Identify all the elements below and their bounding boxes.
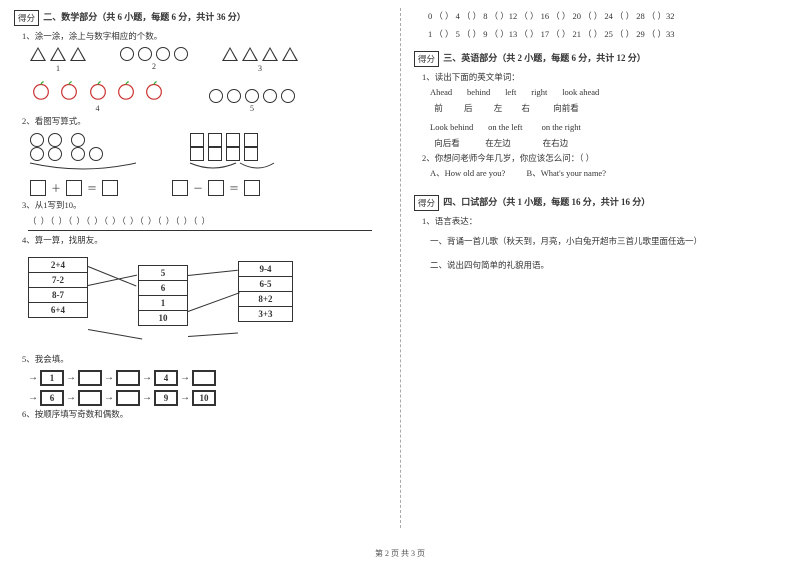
e2: 2、你想问老师今年几岁，你应该怎么问：（ ） xyxy=(422,152,786,165)
section-4-header: 得分 四、口试部分（共 1 小题，每题 16 分，共计 16 分） xyxy=(414,195,786,211)
e1-row3: Look behind on the left on the right xyxy=(430,121,786,135)
q3-text: 3、从1写到10。 xyxy=(22,199,386,212)
q4-text: 4、算一算，找朋友。 xyxy=(22,234,386,247)
match-c-2: 8+2 xyxy=(239,292,292,307)
q1-row2: 4 5 xyxy=(28,79,386,113)
match-b-3: 10 xyxy=(139,311,187,325)
q1-text: 1、涂一涂，涂上与数字相应的个数。 xyxy=(22,30,386,43)
o1: 1、语言表达： xyxy=(422,215,786,228)
match-b-2: 1 xyxy=(139,296,187,311)
shape-label-2: 2 xyxy=(118,62,190,71)
section-2-title: 二、数学部分（共 6 小题，每题 6 分，共计 36 分） xyxy=(43,12,246,22)
apple-icon xyxy=(30,79,52,101)
match-a-0: 2+4 xyxy=(29,258,87,273)
e1-row4: 向后看 在左边 在右边 xyxy=(430,137,786,151)
score-box-2: 得分 xyxy=(14,10,39,26)
q5-text: 5、我会填。 xyxy=(22,353,386,366)
o1a: 一、背诵一首儿歌（秋天到，月亮，小白兔开超市三首儿歌里面任选一） xyxy=(430,235,786,249)
eq-minus: －＝ xyxy=(170,180,262,196)
q4-match: 2+4 7-2 8-7 6+4 5 6 1 10 9-4 6-5 8+2 3+3 xyxy=(28,251,386,351)
q3-parens: （ ）（ ）（ ）（ ）（ ）（ ）（ ）（ ）（ ）（ ） xyxy=(28,215,386,227)
q5-seq1: →1 → → →4 → xyxy=(28,370,386,386)
e1: 1、读出下面的英文单词： xyxy=(422,71,786,84)
q5-seq2: →6 → → →9 →10 xyxy=(28,390,386,406)
odd-even-1: 0 （ ） 4 （ ） 8 （ ）12 （ ） 16 （ ） 20 （ ） 24… xyxy=(428,10,786,24)
score-box-4: 得分 xyxy=(414,195,439,211)
column-divider xyxy=(400,8,401,528)
shape-label-4: 4 xyxy=(28,104,167,113)
eq-plus: ＋＝ xyxy=(28,180,120,196)
e1-row2: 前 后 左 右 向前看 xyxy=(430,102,786,116)
match-a-2: 8-7 xyxy=(29,288,87,303)
left-column: 得分 二、数学部分（共 6 小题，每题 6 分，共计 36 分） 1、涂一涂，涂… xyxy=(0,0,400,540)
odd-even-2: 1 （ ） 5 （ ） 9 （ ）13 （ ） 17 （ ） 21 （ ） 25… xyxy=(428,28,786,42)
e2-options: A、How old are you? B、What's your name? xyxy=(430,167,786,181)
shape-label-1: 1 xyxy=(28,64,88,73)
e1-row1: Ahead behind left right look ahead xyxy=(430,86,786,100)
match-c-3: 3+3 xyxy=(239,307,292,321)
match-b-1: 6 xyxy=(139,281,187,296)
q6-text: 6、按顺序填写奇数和偶数。 xyxy=(22,408,386,421)
q3-line xyxy=(28,230,372,231)
right-column: 0 （ ） 4 （ ） 8 （ ）12 （ ） 16 （ ） 20 （ ） 24… xyxy=(400,0,800,540)
section-3-title: 三、英语部分（共 2 小题，每题 6 分，共计 12 分） xyxy=(443,53,646,63)
q1-shapes: 1 2 3 xyxy=(28,47,386,73)
q2-figures xyxy=(28,133,386,175)
o1b: 二、说出四句简单的礼貌用语。 xyxy=(430,259,786,273)
match-a-3: 6+4 xyxy=(29,303,87,317)
section-2-header: 得分 二、数学部分（共 6 小题，每题 6 分，共计 36 分） xyxy=(14,10,386,26)
match-c-0: 9-4 xyxy=(239,262,292,277)
shape-label-3: 3 xyxy=(220,64,300,73)
match-c-1: 6-5 xyxy=(239,277,292,292)
section-3-header: 得分 三、英语部分（共 2 小题，每题 6 分，共计 12 分） xyxy=(414,51,786,67)
shape-label-5: 5 xyxy=(207,104,297,113)
score-box-3: 得分 xyxy=(414,51,439,67)
match-b-0: 5 xyxy=(139,266,187,281)
page-footer: 第 2 页 共 3 页 xyxy=(0,548,800,559)
match-a-1: 7-2 xyxy=(29,273,87,288)
section-4-title: 四、口试部分（共 1 小题，每题 16 分，共计 16 分） xyxy=(443,197,650,207)
q2-text: 2、看图写算式。 xyxy=(22,115,386,128)
